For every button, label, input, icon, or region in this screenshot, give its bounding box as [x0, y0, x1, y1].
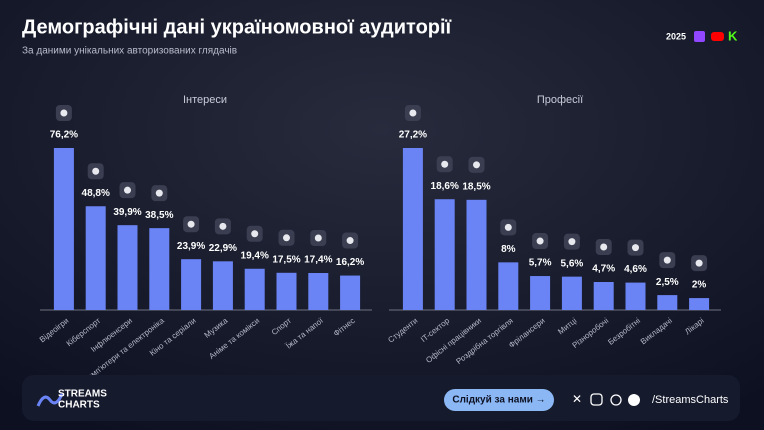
bar [53, 148, 74, 310]
category-icon-glyph [60, 109, 68, 117]
category-icon-glyph [187, 220, 195, 228]
bar [212, 261, 233, 310]
category-icon-glyph [568, 238, 576, 246]
bar [402, 148, 423, 310]
category-icon-glyph [632, 244, 639, 252]
value-label: 18,6% [431, 181, 459, 192]
category-icon-glyph [251, 230, 259, 238]
value-label: 23,9% [177, 241, 205, 252]
youtube-icon [711, 32, 724, 41]
bar [466, 199, 487, 310]
value-label: 22,9% [209, 243, 237, 254]
value-label: 4,6% [624, 264, 647, 275]
value-label: 16,2% [336, 257, 364, 268]
chart-title: Професії [537, 94, 583, 106]
value-label: 5,7% [529, 258, 552, 269]
category-icon-glyph [283, 234, 290, 242]
value-label: 18,5% [462, 181, 490, 192]
logo-bottom: CHARTS [58, 400, 100, 411]
category-icon-glyph [346, 237, 354, 245]
value-label: 2% [692, 280, 707, 291]
value-label: 8% [501, 244, 516, 255]
value-label: 48,8% [82, 188, 110, 199]
bar [561, 276, 582, 310]
bar [117, 225, 138, 310]
bar [308, 273, 329, 310]
follow-button[interactable] [444, 389, 554, 411]
category-icon-glyph [600, 243, 608, 251]
bar [689, 298, 710, 310]
twitch-icon [694, 31, 705, 42]
telegram-icon[interactable] [628, 394, 640, 406]
bar [85, 206, 106, 310]
logo-mark [36, 393, 64, 407]
chart-title: Інтереси [183, 94, 227, 106]
category-icon-glyph [536, 237, 544, 245]
kick-icon: K [728, 28, 738, 43]
instagram-icon[interactable] [590, 393, 603, 406]
bar [244, 268, 265, 310]
year: 2025 [666, 31, 686, 41]
category-icon-glyph [663, 256, 671, 264]
threads-icon[interactable] [610, 394, 622, 406]
value-label: 39,9% [113, 207, 141, 218]
bar [434, 199, 455, 310]
bar [625, 282, 646, 310]
bar [498, 262, 519, 310]
bar [340, 275, 361, 310]
bar [181, 259, 202, 310]
handle[interactable]: /StreamsCharts [652, 394, 729, 406]
category-icon-glyph [124, 186, 131, 194]
x-icon[interactable]: ✕ [572, 392, 582, 406]
category-icon-glyph [219, 222, 227, 230]
value-label: 19,4% [241, 250, 269, 261]
value-label: 4,7% [592, 264, 615, 275]
bar [657, 295, 678, 310]
follow-button-text[interactable]: Слідкуй за нами → [452, 395, 545, 406]
logo-top: STREAMS [58, 389, 107, 400]
value-label: 2,5% [656, 277, 679, 288]
bar [276, 272, 297, 310]
subtitle: За даними унікальних авторизованих гляда… [22, 46, 237, 57]
value-label: 17,4% [304, 255, 332, 266]
value-label: 5,6% [561, 258, 584, 269]
category-icon-glyph [155, 189, 163, 197]
category-icon-glyph [441, 160, 449, 168]
value-label: 17,5% [272, 254, 300, 265]
footer-bar [22, 375, 740, 421]
title: Демографічні дані україномовної аудиторі… [22, 16, 452, 38]
category-icon-glyph [695, 259, 703, 267]
value-label: 27,2% [399, 130, 427, 141]
category-icon-glyph [92, 167, 100, 175]
bar [149, 228, 170, 310]
category-icon-glyph [409, 109, 417, 117]
bar [593, 282, 614, 310]
bar [530, 276, 551, 310]
value-label: 38,5% [145, 210, 173, 221]
category-icon-glyph [314, 234, 322, 242]
category-icon-glyph [473, 161, 480, 169]
value-label: 76,2% [50, 130, 78, 141]
category-icon-glyph [504, 223, 512, 231]
